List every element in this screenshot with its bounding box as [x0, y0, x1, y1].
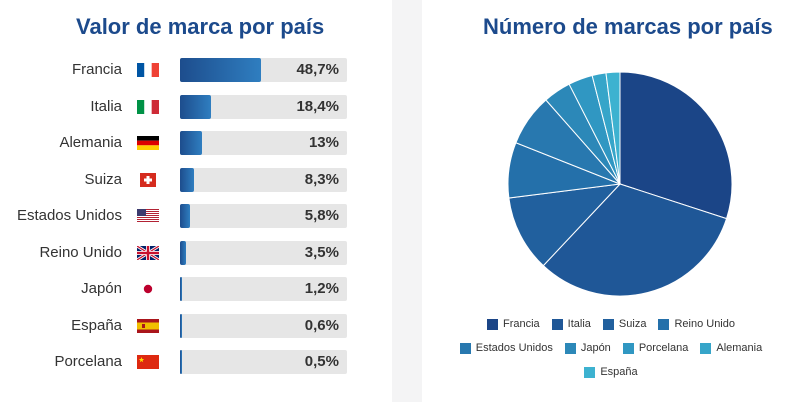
bar-value-label: 48,7% [296, 61, 339, 78]
bar-row: Francia 48,7% [0, 58, 390, 82]
uk-flag-icon [136, 244, 160, 261]
bar-category-label: Japón [81, 280, 122, 297]
bar-category-label: Suiza [84, 170, 122, 188]
bar-value-label: 5,8% [304, 207, 339, 224]
pie-slice [619, 71, 733, 220]
bar [180, 277, 182, 301]
legend-swatch [551, 318, 563, 330]
legend-swatch [622, 342, 634, 354]
bar [180, 167, 194, 192]
legend-swatch [602, 318, 614, 330]
bar [180, 240, 186, 265]
bar-track [180, 167, 347, 192]
bar-row: Alemania 13% [0, 131, 390, 155]
bar-value-label: 3,5% [304, 243, 339, 261]
pie-slice [542, 183, 728, 297]
switzerland-flag-icon [137, 172, 159, 187]
usa-flag-icon [137, 209, 159, 223]
legend-swatch [658, 318, 670, 330]
legend-item: Italia [551, 318, 591, 330]
bar-value-label: 1,2% [304, 280, 339, 297]
germany-flag-icon [137, 136, 159, 150]
legend-row: Francia Italia Suiza Reino Unido [422, 318, 800, 330]
legend-swatch [486, 318, 498, 330]
bar-row: Suiza 8,3% [0, 167, 390, 192]
bar [180, 204, 190, 228]
italy-flag-icon [137, 99, 159, 114]
bar [180, 58, 262, 82]
bar [180, 350, 182, 374]
bar-category-label: Francia [71, 61, 122, 78]
legend-row: Estados Unidos Japón Porcelana Alemania [422, 342, 800, 354]
japan-flag-icon [137, 282, 159, 296]
bar-track [180, 131, 347, 155]
legend-swatch [459, 342, 471, 354]
bar [180, 131, 202, 155]
bar-category-label: Italia [90, 97, 122, 115]
bar-track [180, 204, 347, 228]
legend-label: Japón [580, 342, 611, 354]
legend-swatch [700, 342, 712, 354]
china-flag-icon [137, 355, 159, 369]
bar-track [180, 240, 347, 265]
pie-chart-title: Número de marcas por país [483, 14, 773, 39]
legend-label: Estados Unidos [475, 342, 553, 354]
legend-item: Alemania [700, 342, 762, 354]
bar-category-label: Porcelana [54, 353, 122, 370]
bar-row: España 0,6% [0, 313, 390, 338]
bar-row: Japón 1,2% [0, 277, 390, 301]
legend-item: Suiza [602, 318, 647, 330]
legend-item: Estados Unidos [459, 342, 553, 354]
bar-value-label: 13% [308, 134, 339, 151]
bar-value-label: 18,4% [296, 97, 339, 115]
bar-category-label: España [71, 316, 122, 334]
bar-value-label: 8,3% [304, 170, 339, 188]
bar-value-label: 0,6% [304, 316, 339, 334]
bar [180, 94, 211, 119]
bar-category-label: Estados Unidos [16, 207, 122, 224]
legend-item: Japón [564, 342, 611, 354]
legend-label: Suiza [618, 318, 647, 330]
bar-row: Estados Unidos 5,8% [0, 204, 390, 228]
bar-track [180, 313, 347, 338]
bar-track [180, 350, 347, 374]
legend-swatch [564, 342, 576, 354]
legend-item: España [584, 366, 638, 378]
legend-label: España [600, 366, 638, 378]
legend-label: Reino Unido [674, 318, 735, 330]
bar-value-label: 0,5% [304, 353, 339, 370]
legend-item: Reino Unido [658, 318, 735, 330]
pie-slice [605, 71, 621, 185]
france-flag-icon [137, 63, 159, 77]
legend-label: Porcelana [638, 342, 689, 354]
legend-label: Francia [502, 318, 540, 330]
bar [180, 313, 182, 338]
spain-flag-icon [137, 318, 159, 333]
bar-row: Reino Unido 3,5% [0, 240, 390, 265]
legend-label: Italia [567, 318, 591, 330]
legend-label: Alemania [716, 342, 763, 354]
panel-divider [392, 0, 422, 402]
bar-row: Italia 18,4% [0, 94, 390, 119]
legend-item: Porcelana [622, 342, 689, 354]
bar-row: Porcelana 0,5% [0, 350, 390, 374]
legend-row: España [422, 366, 800, 378]
pie-chart [507, 71, 733, 297]
bar-chart-title: Valor de marca por país [76, 14, 325, 39]
pie-slice [508, 183, 622, 267]
bar-category-label: Reino Unido [39, 243, 122, 261]
bar-track [180, 277, 347, 301]
legend-item: Francia [486, 318, 540, 330]
legend-swatch [584, 366, 596, 378]
bar-category-label: Alemania [59, 134, 122, 151]
